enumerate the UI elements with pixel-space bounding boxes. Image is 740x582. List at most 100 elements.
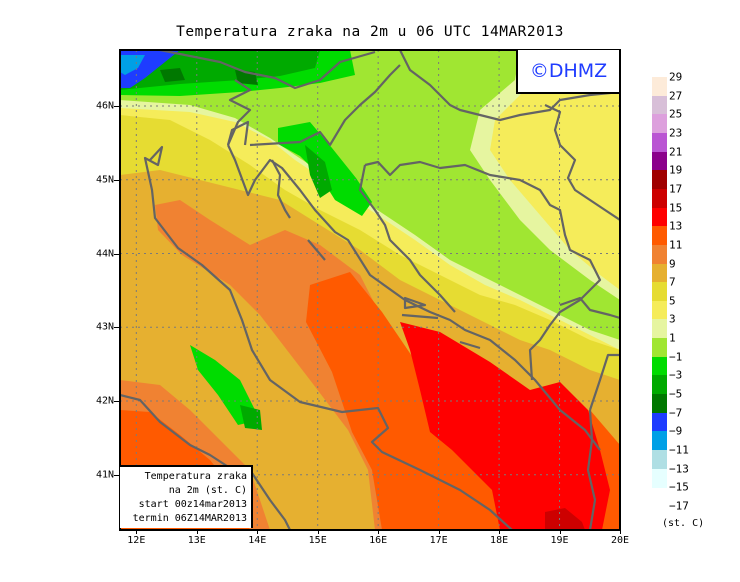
legend-label: 9	[669, 257, 676, 270]
lon-tick-mark	[559, 529, 561, 534]
legend-color-box	[652, 300, 667, 320]
lon-tick-mark	[196, 529, 198, 534]
info-box: Temperatura zraka na 2m (st. C) start 00…	[120, 465, 253, 528]
legend-label: −3	[669, 368, 683, 382]
info-field-name: Temperatura zraka	[144, 471, 247, 482]
legend-label: −7	[669, 406, 683, 420]
legend-units: (st. C)	[662, 518, 705, 529]
lon-tick-label: 18E	[490, 535, 509, 546]
info-start-time: start 00z14mar2013	[138, 499, 247, 510]
lon-tick-mark	[620, 529, 621, 534]
island-hvar	[401, 296, 439, 320]
legend-color-box	[652, 188, 667, 209]
lon-tick-label: 12E	[127, 535, 146, 546]
lon-tick-label: 15E	[308, 535, 327, 546]
legend-color-box	[652, 244, 667, 264]
field-minus7-minus5	[160, 68, 258, 85]
island-dugi-otok	[307, 239, 326, 261]
field-13-15	[400, 322, 610, 530]
lat-tick-label: 46N	[96, 100, 115, 112]
legend-color-box	[652, 114, 667, 134]
legend-color-box	[652, 95, 667, 115]
legend-label: −13	[669, 462, 689, 476]
temperature-field	[120, 50, 620, 530]
map-title: Temperatura zraka na 2m u 06 UTC 14MAR20…	[176, 24, 564, 40]
legend-color-box	[652, 468, 667, 488]
lon-tick-mark	[499, 529, 501, 534]
lat-tick-label: 41N	[96, 469, 115, 481]
lon-tick-mark	[136, 529, 138, 534]
legend-color-box	[652, 226, 667, 246]
lat-tick-label: 43N	[96, 321, 115, 333]
legend-label: −15	[669, 480, 689, 494]
legend-label: 21	[669, 145, 683, 159]
temperature-map	[120, 50, 620, 530]
legend-label: 27	[669, 89, 683, 103]
legend-color-box	[652, 356, 667, 376]
legend-label: 5	[669, 294, 676, 308]
lat-tick-mark	[114, 179, 120, 181]
legend-color-box	[652, 263, 667, 283]
legend-label: −9	[669, 424, 683, 438]
legend-color-box	[652, 170, 667, 190]
lat-tick-mark	[114, 474, 120, 476]
island-mljet	[459, 340, 481, 350]
istria-coast	[226, 120, 250, 146]
island-cres	[271, 159, 291, 219]
dhmz-logo: ©DHMZ	[516, 50, 619, 94]
lon-tick-label: 17E	[429, 535, 448, 546]
legend-label: 15	[669, 201, 683, 215]
legend-color-box	[652, 412, 667, 432]
italy-west-coastline	[120, 393, 291, 530]
lon-tick-label: 14E	[248, 535, 267, 546]
croatia-interior-border	[226, 64, 401, 147]
italy-coastline	[143, 145, 513, 530]
lon-tick-label: 20E	[610, 535, 630, 546]
legend-label: 29	[669, 70, 683, 84]
legend-color-box	[652, 450, 667, 470]
legend-label: 25	[669, 107, 683, 121]
slovenia-croatia-border	[159, 50, 376, 90]
lon-tick-mark	[317, 529, 319, 534]
lon-tick-label: 19E	[550, 535, 569, 546]
legend-color-box	[652, 394, 667, 414]
legend-label: −11	[669, 443, 689, 457]
legend-color-box	[652, 282, 667, 302]
lat-tick-label: 45N	[96, 174, 115, 186]
legend-label: 13	[669, 219, 683, 233]
legend-label: −17	[669, 499, 689, 513]
legend-label: 3	[669, 312, 676, 326]
legend-label: 19	[669, 163, 683, 177]
legend-color-box	[652, 151, 667, 171]
legend-color-box	[652, 77, 667, 97]
croatia-coastline	[227, 144, 601, 451]
legend-color-box	[652, 338, 667, 358]
legend-label: 23	[669, 126, 683, 140]
lon-tick-mark	[257, 529, 259, 534]
lat-tick-mark	[114, 253, 120, 255]
lat-tick-mark	[114, 106, 120, 108]
bosnia-border	[358, 160, 602, 381]
legend-label: 11	[669, 238, 683, 252]
lat-tick-label: 42N	[96, 395, 115, 407]
lat-tick-mark	[114, 327, 120, 329]
legend-color-box	[652, 132, 667, 153]
lon-tick-mark	[438, 529, 440, 534]
legend-color-box	[652, 375, 667, 395]
legend-label: 7	[669, 275, 676, 289]
info-field-units: na 2m (st. C)	[168, 485, 247, 496]
legend-color-box	[652, 207, 667, 227]
lat-tick-label: 44N	[96, 248, 115, 259]
legend-label: −5	[669, 387, 683, 401]
legend-label: 17	[669, 182, 683, 196]
coastlines-and-borders	[120, 50, 620, 530]
lat-tick-mark	[114, 400, 120, 402]
graticule	[120, 50, 620, 530]
lon-tick-mark	[378, 529, 380, 534]
albania-coast	[586, 409, 597, 530]
lon-tick-label: 16E	[369, 535, 388, 546]
legend-label: 1	[669, 331, 676, 345]
croatia-hungary-border	[399, 50, 620, 122]
legend-color-box	[652, 319, 667, 339]
field-minus11-minus9	[120, 55, 145, 75]
